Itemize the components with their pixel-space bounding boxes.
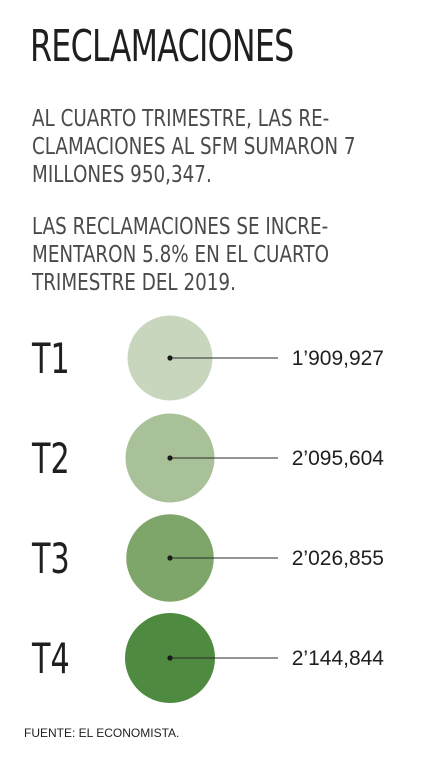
center-dot-t3 <box>167 555 173 561</box>
summary-line: MENTARON 5.8% EN EL CUARTO <box>32 240 330 268</box>
summary-line: TRIMESTRE DEL 2019. <box>32 268 236 296</box>
quarter-label-t2: T2 <box>31 434 70 483</box>
center-dot-t2 <box>167 455 173 461</box>
value-label-t3: 2’026,855 <box>292 547 384 570</box>
summary-line: AL CUARTO TRIMESTRE, LAS RE- <box>32 104 330 132</box>
summary-paragraph-2: LAS RECLAMACIONES SE INCRE- MENTARON 5.8… <box>32 212 395 296</box>
summary-paragraph-1: AL CUARTO TRIMESTRE, LAS RE- CLAMACIONES… <box>32 104 395 188</box>
center-dot-t4 <box>167 655 173 661</box>
value-label-t1: 1’909,927 <box>292 347 384 370</box>
value-label-t2: 2’095,604 <box>292 447 385 470</box>
bubble-chart: T1 1’909,927 T2 2’095,604 T3 2’026,855 T4 2’144… <box>0 300 422 720</box>
summary-line: LAS RECLAMACIONES SE INCRE- <box>32 212 329 240</box>
source-note: FUENTE: EL ECONOMISTA. <box>24 726 180 740</box>
summary-line: MILLONES 950,347. <box>32 160 212 188</box>
summary-line: CLAMACIONES AL SFM SUMARON 7 <box>32 132 356 160</box>
value-label-t4: 2’144,844 <box>292 647 385 670</box>
bubble-chart-svg: T1 1’909,927 T2 2’095,604 T3 2’026,855 T4 2’144… <box>31 315 385 703</box>
quarter-label-t3: T3 <box>31 534 70 583</box>
page-title: RECLAMACIONES <box>30 21 294 72</box>
quarter-label-t4: T4 <box>31 634 70 683</box>
quarter-label-t1: T1 <box>31 334 70 383</box>
center-dot-t1 <box>167 355 173 361</box>
